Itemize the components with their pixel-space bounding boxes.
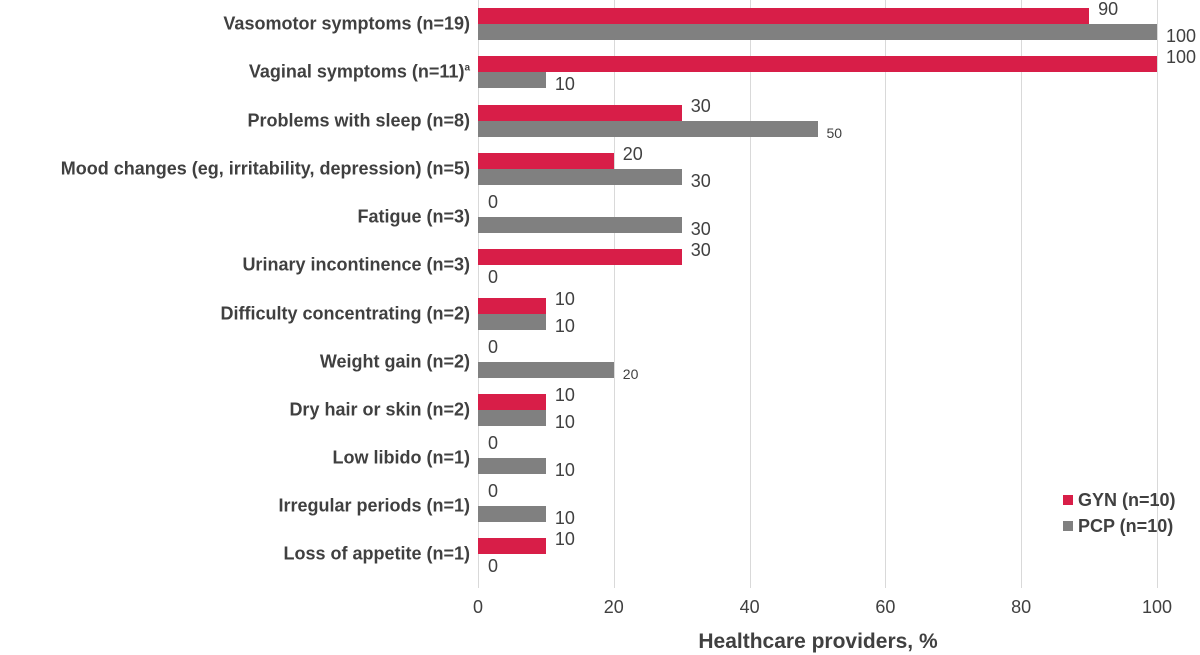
gyn-bar — [478, 153, 614, 169]
gyn-value-label: 0 — [488, 192, 499, 212]
gyn-bar — [478, 538, 546, 554]
gridline — [885, 0, 887, 588]
gyn-swatch-icon — [1063, 495, 1073, 505]
category-label: Loss of appetite (n=1) — [283, 543, 470, 564]
x-tick-label: 80 — [1011, 597, 1032, 617]
x-tick-label: 100 — [1141, 597, 1173, 617]
gyn-value-label: 0 — [488, 337, 499, 357]
gridline — [1021, 0, 1023, 588]
gyn-value-label: 10 — [554, 529, 575, 549]
gyn-value-label: 10 — [554, 385, 575, 405]
category-label: Vasomotor symptoms (n=19) — [223, 13, 470, 34]
gyn-value-label: 30 — [690, 96, 711, 116]
category-label: Difficulty concentrating (n=2) — [220, 303, 470, 324]
legend-label-gyn: GYN (n=10) — [1078, 489, 1176, 510]
pcp-value-label: 30 — [690, 219, 711, 239]
y-axis-line — [478, 0, 479, 588]
gyn-bar — [478, 394, 546, 410]
gyn-value-label: 0 — [488, 481, 499, 501]
pcp-bar — [478, 362, 614, 378]
gridline — [613, 0, 615, 588]
category-label: Vaginal symptoms (n=11)a — [248, 61, 470, 82]
pcp-bar — [478, 314, 546, 330]
gridline — [1157, 0, 1158, 588]
pcp-bar — [478, 506, 546, 522]
gyn-value-label: 30 — [690, 240, 711, 260]
gyn-bar — [478, 298, 546, 314]
legend-item-gyn: GYN (n=10) — [1063, 487, 1176, 513]
pcp-value-label: 10 — [554, 316, 575, 336]
pcp-value-label: 30 — [690, 171, 711, 191]
pcp-swatch-icon — [1063, 521, 1073, 531]
pcp-bar — [478, 24, 1157, 40]
gyn-bar — [478, 105, 682, 121]
gyn-value-label: 90 — [1098, 0, 1119, 19]
x-axis-title: Healthcare providers, % — [698, 630, 938, 653]
category-label: Weight gain (n=2) — [319, 351, 470, 372]
pcp-value-label: 10 — [554, 508, 575, 528]
pcp-value-label: 10 — [554, 412, 575, 432]
category-label: Low libido (n=1) — [332, 447, 471, 468]
x-tick-label: 40 — [739, 597, 760, 617]
gyn-bar — [478, 8, 1090, 24]
x-tick-label: 0 — [472, 597, 484, 617]
pcp-value-label: 10 — [554, 460, 575, 480]
gyn-value-label: 20 — [622, 144, 643, 164]
legend-label-pcp: PCP (n=10) — [1078, 515, 1174, 536]
pcp-bar — [478, 169, 682, 185]
pcp-value-label: 0 — [488, 267, 499, 287]
pcp-bar — [478, 121, 818, 137]
category-label: Fatigue (n=3) — [357, 206, 470, 227]
category-label: Problems with sleep (n=8) — [247, 110, 470, 131]
pcp-bar — [478, 72, 546, 88]
gyn-bar — [478, 56, 1157, 72]
pcp-value-label: 100 — [1166, 26, 1197, 46]
gyn-value-label: 10 — [554, 289, 575, 309]
pcp-bar — [478, 410, 546, 426]
category-label: Dry hair or skin (n=2) — [289, 399, 470, 420]
legend-item-pcp: PCP (n=10) — [1063, 513, 1176, 539]
x-tick-label: 60 — [875, 597, 896, 617]
pcp-value-label: 20 — [622, 366, 639, 382]
gridline — [749, 0, 751, 588]
pcp-value-label: 10 — [554, 74, 575, 94]
category-label: Irregular periods (n=1) — [278, 495, 470, 516]
gyn-value-label: 100 — [1166, 47, 1197, 67]
category-label: Urinary incontinence (n=3) — [242, 254, 470, 275]
x-tick-label: 20 — [603, 597, 624, 617]
category-label: Mood changes (eg, irritability, depressi… — [60, 158, 470, 179]
legend: GYN (n=10) PCP (n=10) — [1063, 487, 1176, 539]
footnote-marker: a — [464, 62, 470, 74]
pcp-value-label: 0 — [488, 556, 499, 576]
gyn-bar — [478, 249, 682, 265]
gyn-value-label: 0 — [488, 433, 499, 453]
pcp-bar — [478, 217, 682, 233]
pcp-bar — [478, 458, 546, 474]
pcp-value-label: 50 — [826, 125, 843, 141]
